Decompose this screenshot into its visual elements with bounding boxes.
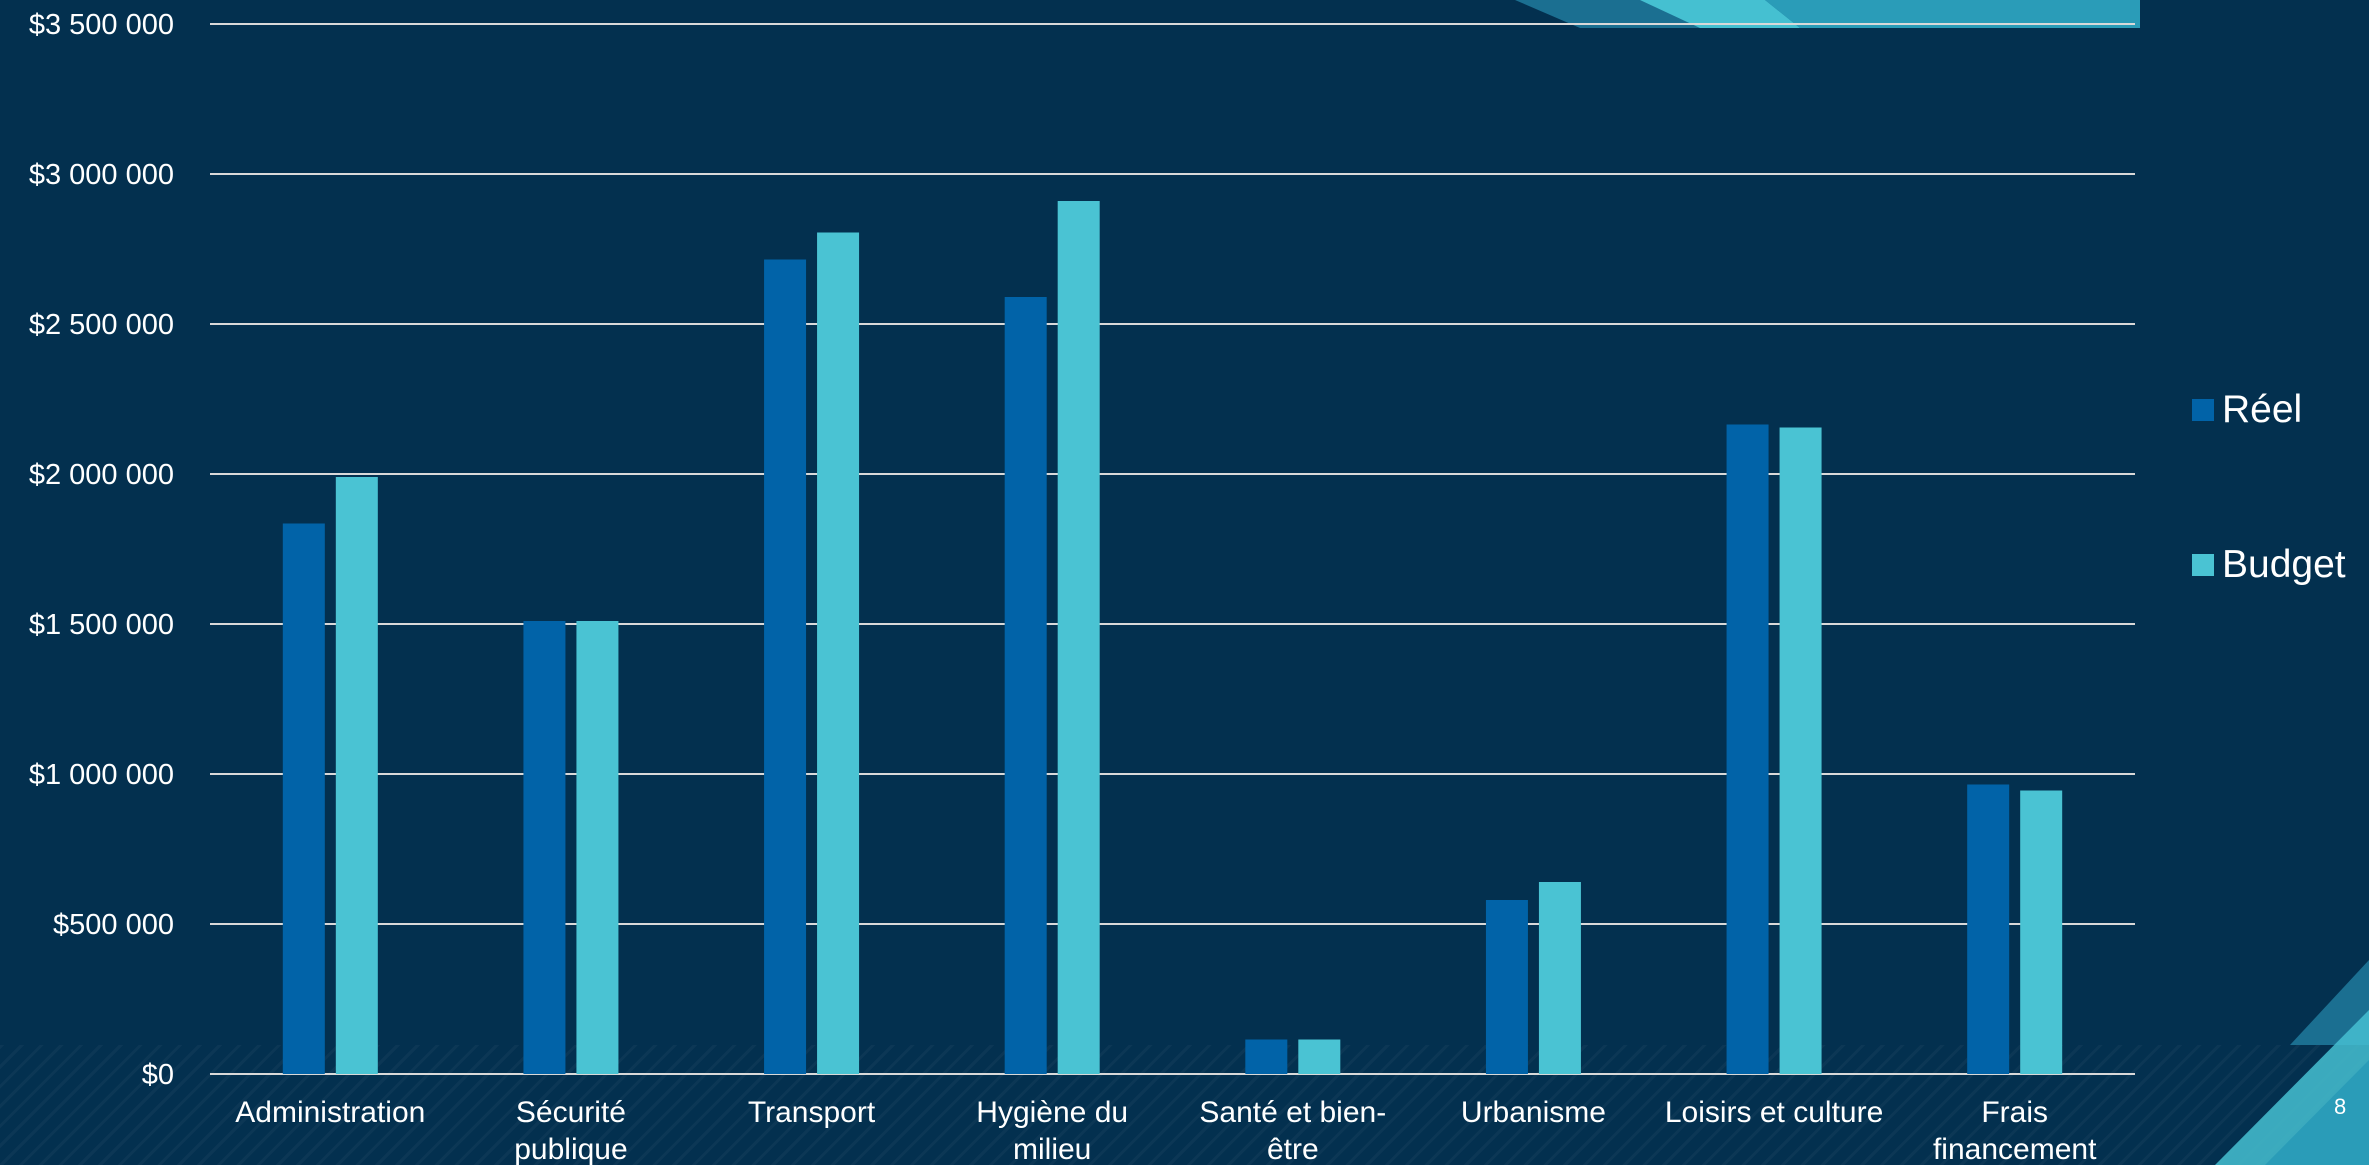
bar-budget bbox=[1298, 1039, 1341, 1074]
y-tick-label: $1 500 000 bbox=[29, 609, 174, 641]
y-tick-label: $3 500 000 bbox=[29, 9, 174, 41]
y-tick-label: $2 000 000 bbox=[29, 459, 174, 491]
y-tick-label: $0 bbox=[142, 1059, 174, 1091]
legend-item-reel: Réel bbox=[2192, 380, 2346, 440]
bar-reel bbox=[1967, 784, 2010, 1074]
page-number: 8 bbox=[2334, 1094, 2347, 1119]
x-category-label: Loisirs et culture bbox=[1665, 1096, 1883, 1129]
bar-reel bbox=[764, 259, 807, 1074]
x-category-label: Santé et bien-être bbox=[1199, 1096, 1386, 1165]
bottom-right-decoration bbox=[2215, 960, 2369, 1165]
legend-label-budget: Budget bbox=[2222, 543, 2346, 586]
gridlines bbox=[210, 23, 2135, 1075]
x-category-label: Frais financement bbox=[1933, 1096, 2097, 1165]
x-category-label: Transport bbox=[748, 1096, 876, 1129]
top-right-decoration bbox=[1515, 0, 2140, 28]
bar-budget bbox=[1538, 882, 1581, 1074]
bar-budget bbox=[1057, 201, 1100, 1074]
x-category-label: Hygiène du milieu bbox=[976, 1096, 1128, 1165]
bar-budget bbox=[1779, 427, 1822, 1074]
bar-budget bbox=[335, 477, 378, 1074]
legend-item-budget: Budget bbox=[2192, 535, 2346, 595]
y-tick-label: $2 500 000 bbox=[29, 309, 174, 341]
bar-reel bbox=[1004, 297, 1047, 1074]
x-category-label: Sécurité publique bbox=[514, 1096, 627, 1165]
bar-reel bbox=[1726, 424, 1769, 1074]
y-tick-label: $500 000 bbox=[53, 909, 174, 941]
x-axis-labels: Administration Sécurité publique Transport H… bbox=[235, 1096, 2097, 1165]
legend-swatch-budget bbox=[2192, 554, 2214, 576]
bar-budget bbox=[2020, 790, 2063, 1074]
bar-reel bbox=[1485, 900, 1528, 1074]
legend: Réel Budget bbox=[2192, 380, 2346, 690]
legend-label-reel: Réel bbox=[2222, 388, 2303, 431]
y-axis-ticks: $0 $500 000 $1 000 000 $1 500 000 $2 000 000… bbox=[29, 9, 174, 1091]
bar-budget bbox=[576, 621, 619, 1074]
bar-reel bbox=[523, 621, 566, 1074]
legend-swatch-reel bbox=[2192, 399, 2214, 421]
bars bbox=[282, 201, 2063, 1074]
y-tick-label: $3 000 000 bbox=[29, 159, 174, 191]
x-category-label: Administration bbox=[235, 1096, 425, 1129]
y-tick-label: $1 000 000 bbox=[29, 759, 174, 791]
bar-reel bbox=[282, 523, 325, 1074]
bar-budget bbox=[817, 232, 860, 1074]
bar-reel bbox=[1245, 1039, 1288, 1074]
x-category-label: Urbanisme bbox=[1461, 1096, 1606, 1129]
